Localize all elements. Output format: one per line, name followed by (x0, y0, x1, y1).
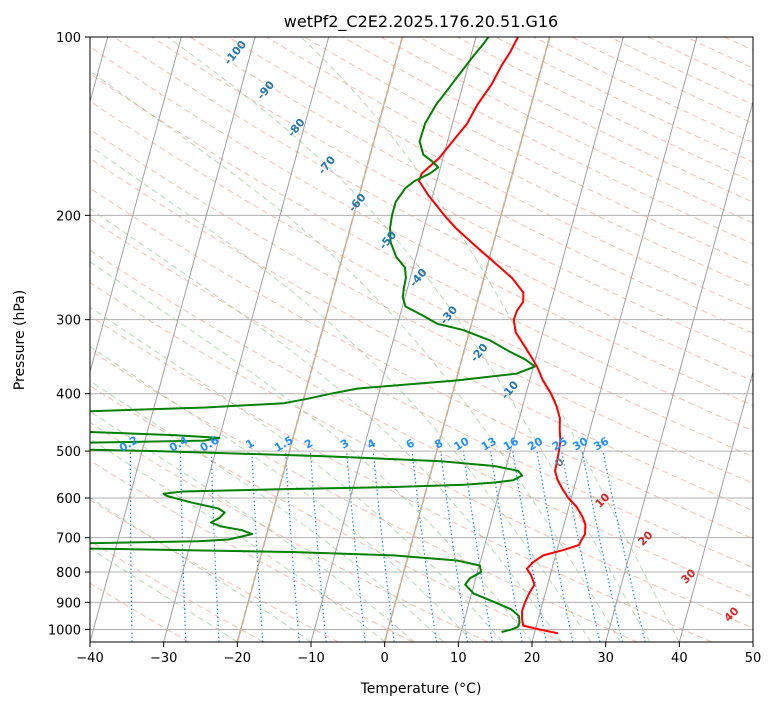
moist-adiabat-line (90, 208, 562, 642)
mixing-ratio-line (602, 450, 646, 642)
chart-title: wetPf2_C2E2.2025.176.20.51.G16 (284, 12, 558, 32)
mixing-ratio-line (462, 451, 493, 642)
sounding-profiles (90, 37, 587, 635)
dry-adiabat-line (90, 187, 753, 540)
isotherm-line (605, 99, 753, 642)
dry-adiabat-line (189, 37, 753, 334)
isobar-grid (90, 37, 753, 630)
mixing-ratio-line (411, 451, 437, 642)
y-tick-label: 100 (56, 31, 81, 46)
x-tick-label: −30 (150, 651, 177, 666)
x-tick-label: 20 (524, 651, 541, 666)
mixing-ratio-line (372, 451, 395, 642)
y-tick-label: 400 (56, 388, 81, 403)
isotherm-line (678, 369, 753, 642)
y-tick-label: 700 (56, 532, 81, 547)
y-axis-ticks: 100 200 300 400 500 600 700 800 900 1000 (48, 31, 90, 638)
x-tick-label: 30 (597, 651, 614, 666)
x-tick-label: 0 (381, 651, 389, 666)
y-tick-label: 300 (56, 314, 81, 329)
isotherm-line (310, 37, 477, 642)
mixing-ratio-line (440, 451, 469, 642)
y-tick-label: 200 (56, 209, 81, 224)
x-axis-ticks: −40 −30 −20 −10 0 10 20 30 40 50 (76, 642, 761, 666)
mixing-ratio-line (536, 451, 574, 642)
y-tick-label: 900 (56, 596, 81, 611)
plot-frame (89, 36, 754, 643)
moist-adiabat-line (300, 37, 680, 642)
y-axis-title: Pressure (hPa) (12, 290, 28, 390)
y-tick-label: 800 (56, 566, 81, 581)
dry-adiabat-line (90, 100, 753, 458)
x-axis-title: Temperature (°C) (360, 681, 482, 697)
y-tick-label: 600 (56, 492, 81, 507)
dewpoint-profile-line (90, 37, 536, 633)
moist-adiabat-line (167, 37, 651, 642)
dry-adiabat-line (90, 315, 712, 642)
dry-adiabat-line (151, 37, 753, 358)
y-tick-label: 500 (56, 445, 81, 460)
x-tick-label: 10 (450, 651, 467, 666)
mixing-ratio-line (561, 450, 601, 642)
dry-adiabat-line (533, 37, 753, 144)
dry-adiabat-line (90, 73, 753, 432)
moist-adiabat-line (90, 70, 621, 642)
isotherm-line (457, 37, 624, 642)
moist-adiabat-line (90, 380, 444, 642)
x-tick-label: −20 (224, 651, 251, 666)
y-tick-label: 1000 (48, 623, 81, 638)
special-isotherm-line (383, 37, 551, 642)
dry-adiabat-line (90, 540, 264, 642)
temperature-profile-line (418, 37, 587, 635)
mixing-ratio-line (581, 450, 623, 642)
dry-adiabat-line (90, 46, 753, 407)
dry-adiabat-line (90, 128, 753, 484)
dry-adiabat-line (90, 218, 753, 569)
special-isotherm-line (236, 37, 404, 642)
moist-adiabat-line (90, 345, 474, 642)
isotherm-line (90, 37, 256, 642)
special-isotherms (236, 37, 551, 642)
moist-adiabat-line (90, 261, 533, 642)
x-tick-label: −10 (297, 651, 324, 666)
x-tick-label: 50 (745, 651, 762, 666)
isotherm-line (90, 37, 182, 374)
moist-adiabat-line (90, 145, 592, 642)
x-tick-label: 40 (671, 651, 688, 666)
dry-adiabat-line (113, 37, 753, 382)
dry-adiabat-line (495, 37, 753, 163)
isotherm-line (531, 37, 698, 642)
x-tick-label: −40 (76, 651, 103, 666)
mixing-ratio-label: 0.1 (70, 434, 93, 455)
dry-adiabat-line (90, 459, 414, 642)
dry-adiabat-line (90, 349, 638, 642)
